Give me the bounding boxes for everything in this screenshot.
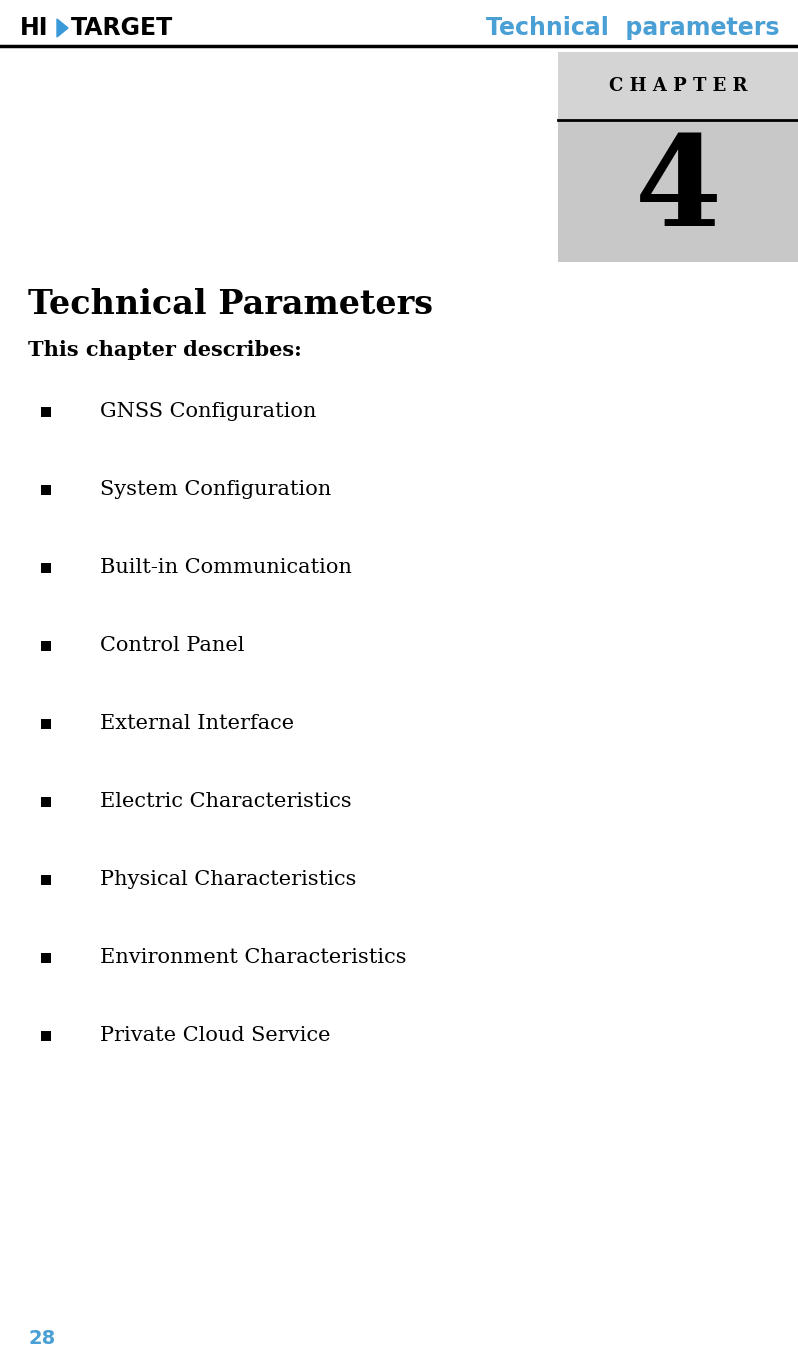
Text: This chapter describes:: This chapter describes: [28, 340, 302, 360]
Bar [41, 641, 51, 651]
Bar [41, 875, 51, 885]
Bar [41, 719, 51, 729]
Text: Physical Characteristics: Physical Characteristics [100, 870, 357, 889]
Bar [558, 121, 798, 262]
Text: 28: 28 [28, 1329, 55, 1348]
Text: Technical  parameters: Technical parameters [487, 16, 780, 40]
Text: Private Cloud Service: Private Cloud Service [100, 1026, 330, 1045]
Text: Technical Parameters: Technical Parameters [28, 288, 433, 321]
Bar [558, 52, 798, 121]
Bar [41, 797, 51, 807]
Text: 4: 4 [634, 130, 721, 252]
Text: TARGET: TARGET [71, 16, 173, 40]
Text: Built-in Communication: Built-in Communication [100, 558, 352, 577]
Text: System Configuration: System Configuration [100, 479, 331, 499]
Text: GNSS Configuration: GNSS Configuration [100, 401, 316, 421]
Text: Control Panel: Control Panel [100, 636, 244, 655]
Bar [41, 954, 51, 963]
Text: External Interface: External Interface [100, 714, 294, 733]
Text: Electric Characteristics: Electric Characteristics [100, 792, 352, 811]
Bar [41, 563, 51, 573]
Text: C H A P T E R: C H A P T E R [609, 77, 747, 95]
Polygon shape [57, 19, 68, 37]
Bar [41, 407, 51, 416]
Text: HI: HI [20, 16, 49, 40]
Bar [41, 1032, 51, 1041]
Bar [41, 485, 51, 495]
Text: Environment Characteristics: Environment Characteristics [100, 948, 406, 967]
